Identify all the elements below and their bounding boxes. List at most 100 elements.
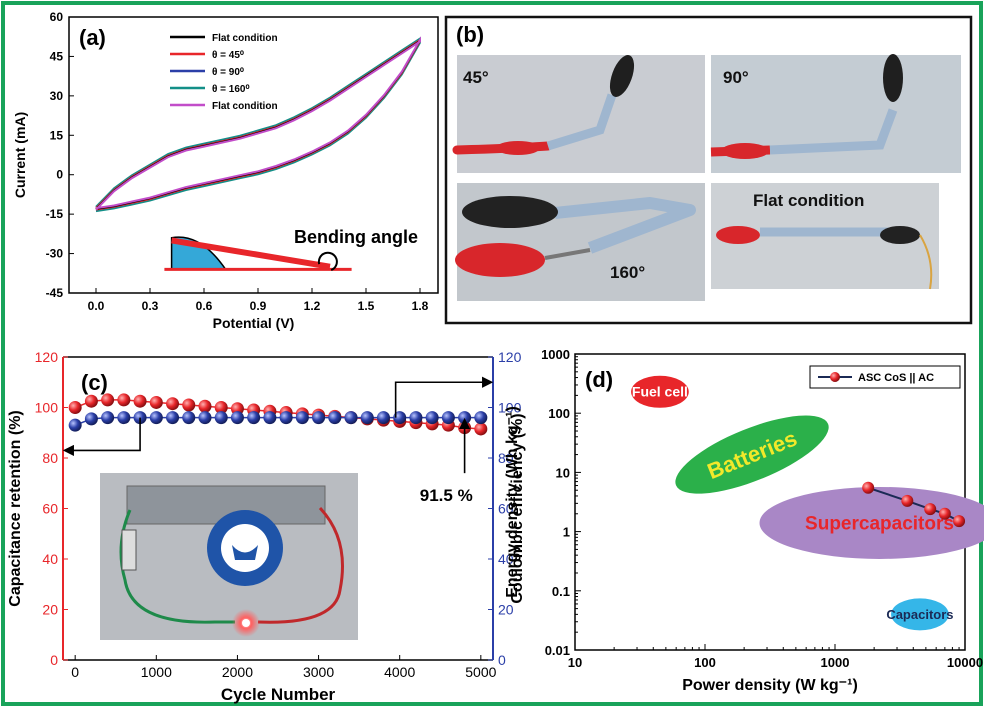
- data-point-c-1: [84, 412, 98, 426]
- data-point-c-0: [198, 399, 212, 413]
- photo-160-caption: 160°: [610, 263, 645, 282]
- data-point-c-1: [312, 411, 326, 425]
- panel-d-label: (d): [585, 367, 613, 392]
- x-tick-label-c: 4000: [384, 664, 415, 680]
- photo-45-caption: 45°: [463, 68, 489, 87]
- x-tick-label-a: 1.8: [412, 299, 429, 313]
- x-tick-label-a: 1.5: [358, 299, 375, 313]
- y-tick-label-a: -30: [46, 247, 64, 261]
- x-tick-label-d: 1000: [821, 655, 850, 670]
- photo-90-degrees: 90°: [710, 54, 961, 173]
- legend-label-a: θ = 90⁰: [212, 67, 244, 78]
- photo-90-caption: 90°: [723, 68, 749, 87]
- legend-label-d: ASC CoS || AC: [858, 372, 934, 384]
- panel-b-label: (b): [456, 22, 484, 47]
- y-left-tick-label-c: 0: [50, 652, 58, 668]
- y-left-tick-label-c: 120: [35, 349, 59, 365]
- data-point-c-0: [214, 401, 228, 414]
- y-tick-label-d: 1: [563, 525, 570, 540]
- csir-emblem-icon: [207, 510, 283, 586]
- y-left-axis-label-c: Capacitance retention (%): [7, 410, 24, 606]
- y-right-tick-label-c: 80: [498, 450, 514, 466]
- data-point-c-0: [133, 394, 147, 408]
- x-axis-label-a: Potential (V): [213, 315, 295, 331]
- data-point-c-1: [117, 411, 131, 425]
- y-right-tick-label-c: 120: [498, 349, 522, 365]
- legend-label-a: θ = 160⁰: [212, 84, 250, 95]
- led-icon: [242, 619, 250, 627]
- x-tick-label-c: 2000: [222, 664, 253, 680]
- x-tick-label-a: 0.9: [250, 299, 267, 313]
- y-tick-label-a: -15: [46, 207, 64, 221]
- photo-flat-condition: Flat condition: [711, 183, 939, 290]
- cv-curve-3: [95, 36, 421, 213]
- cv-curve-2: [95, 37, 421, 212]
- y-right-axis-label-c: Coulombic efficiency (%): [509, 413, 526, 603]
- x-axis-label-d: Power density (W kg⁻¹): [682, 677, 858, 694]
- data-point-c-1: [247, 411, 261, 425]
- legend-label-a: θ = 45⁰: [212, 50, 244, 61]
- panel-c-label: (c): [81, 370, 108, 395]
- data-point-c-1: [409, 411, 423, 425]
- data-point-c-1: [68, 418, 82, 432]
- cv-curve-4: [95, 36, 421, 211]
- y-left-tick-label-c: 100: [35, 400, 59, 416]
- x-tick-label-c: 5000: [465, 664, 496, 680]
- arrow-to-right-axis: [394, 376, 494, 418]
- data-point-d: [924, 503, 937, 516]
- data-point-c-1: [198, 411, 212, 425]
- data-point-c-1: [214, 411, 228, 425]
- emblem-symbol: [232, 545, 258, 560]
- data-point-c-1: [101, 411, 115, 425]
- x-tick-label-a: 0.0: [88, 299, 105, 313]
- region-ellipse-3: [891, 598, 949, 631]
- data-point-c-0: [117, 393, 131, 407]
- y-tick-label-d: 0.01: [545, 643, 570, 658]
- data-point-d: [901, 494, 914, 507]
- photo-45-degrees: 45°: [452, 55, 705, 173]
- retention-annotation: 91.5 %: [420, 486, 473, 505]
- region-ellipse-0: [631, 375, 689, 408]
- x-tick-label-d: 100: [694, 655, 716, 670]
- y-tick-label-a: 0: [56, 168, 63, 182]
- bending-angle-annotation: Bending angle: [294, 227, 418, 247]
- y-right-tick-label-c: 60: [498, 501, 514, 517]
- x-tick-label-c: 3000: [303, 664, 334, 680]
- legend-box-d: [809, 365, 961, 389]
- data-point-c-1: [441, 411, 455, 425]
- y-right-tick-label-c: 0: [498, 652, 506, 668]
- arrow-to-left-axis: [62, 417, 141, 457]
- data-point-c-1: [166, 411, 180, 425]
- y-tick-label-d: 0.1: [552, 584, 570, 599]
- data-point-c-0: [101, 393, 115, 407]
- x-tick-label-c: 0: [71, 664, 79, 680]
- region-ellipse-1: [675, 415, 829, 494]
- y-tick-label-d: 100: [548, 406, 570, 421]
- y-left-tick-label-c: 80: [42, 450, 58, 466]
- y-tick-label-a: -45: [46, 286, 64, 300]
- x-tick-label-a: 0.3: [142, 299, 159, 313]
- y-right-tick-label-c: 40: [498, 551, 514, 567]
- red-wire: [257, 506, 344, 624]
- x-tick-label-a: 0.6: [196, 299, 213, 313]
- x-tick-label-d: 10000: [947, 655, 983, 670]
- data-point-c-1: [376, 411, 390, 425]
- y-left-tick-label-c: 40: [42, 551, 58, 567]
- region-label-3: Capacitors: [886, 607, 953, 622]
- legend-swatch-marker-d: [830, 372, 840, 382]
- x-tick-label-a: 1.2: [304, 299, 321, 313]
- panel-b-border: [444, 15, 973, 325]
- data-point-c-1: [360, 411, 374, 425]
- data-point-c-1: [182, 411, 196, 425]
- x-axis-label-c: Cycle Number: [221, 685, 336, 704]
- data-point-c-1: [474, 411, 488, 425]
- plot-frame-a: [68, 16, 439, 294]
- data-point-d: [938, 507, 951, 520]
- y-left-tick-label-c: 20: [42, 602, 58, 618]
- data-point-c-1: [425, 411, 439, 425]
- legend-label-a: Flat condition: [212, 33, 278, 44]
- x-tick-label-c: 1000: [141, 664, 172, 680]
- data-point-c-1: [328, 411, 342, 425]
- data-point-d: [862, 481, 875, 494]
